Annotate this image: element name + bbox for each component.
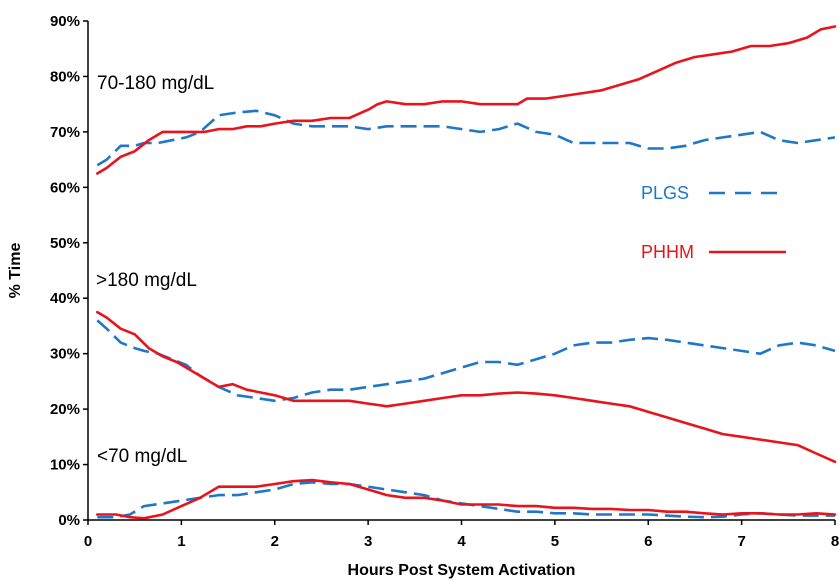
series-line-plgs-2 [97,480,835,519]
x-tick-label: 7 [737,533,745,550]
y-tick-label: 20% [50,401,80,418]
y-tick-label: 30% [50,346,80,363]
series-line-phhm-1 [96,310,837,464]
legend: PLGS PHHM [641,183,786,262]
series-line-plgs-1 [96,319,836,403]
y-tick-label: 0% [58,512,80,529]
band-label: >180 mg/dL [96,270,197,291]
x-tick-label: 0 [84,533,92,550]
x-tick-label: 8 [831,533,839,550]
y-tick-label: 80% [50,68,80,85]
x-tick-labels: 0 1 2 3 4 5 6 7 8 [84,533,839,550]
series-line-phhm-0 [96,25,837,175]
x-tick-label: 4 [457,533,466,550]
y-tick-label: 60% [50,179,80,196]
y-tick-label: 90% [50,13,80,30]
band-label: 70-180 mg/dL [97,73,214,94]
series-line-phhm-2 [96,478,837,520]
axes [87,21,835,521]
band-label: <70 mg/dL [97,446,187,467]
series-lines [96,25,837,520]
legend-label: PHHM [641,242,694,262]
band-annotations: 70-180 mg/dL >180 mg/dL <70 mg/dL [96,73,214,467]
x-tick-label: 2 [271,533,279,550]
y-tick-label: 10% [50,457,80,474]
x-axis-title: Hours Post System Activation [348,562,576,579]
y-axis-title: % Time [7,243,24,299]
x-tick-label: 1 [177,533,185,550]
x-tick-label: 3 [364,533,372,550]
y-tick-label: 50% [50,235,80,252]
y-tick-label: 40% [50,290,80,307]
series-line-plgs-0 [96,109,836,167]
tick-marks [83,20,836,525]
legend-label: PLGS [641,183,689,203]
x-tick-label: 5 [551,533,559,550]
y-tick-labels: 0% 10% 20% 30% 40% 50% 60% 70% 80% 90% [50,13,80,529]
x-tick-label: 6 [644,533,652,550]
y-tick-label: 70% [50,124,80,141]
